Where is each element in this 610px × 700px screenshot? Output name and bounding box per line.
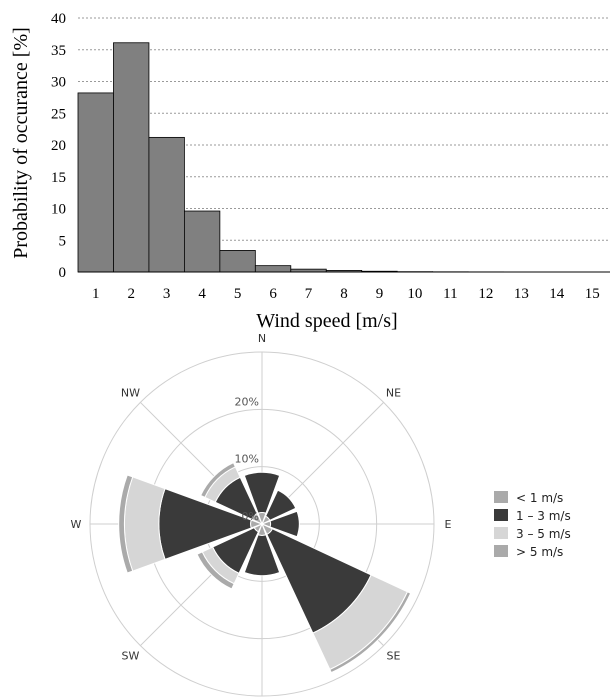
y-axis-label: Probability of occurance [%] (10, 27, 32, 259)
y-tick-label: 30 (51, 75, 66, 91)
y-tick-label: 20 (51, 138, 66, 154)
legend-swatch (494, 527, 508, 539)
radial-tick-labels: 0% 10% 20% (235, 395, 259, 523)
bar (254, 265, 292, 273)
wedge-n (243, 471, 281, 514)
direction-label-se: SE (387, 650, 401, 663)
x-tick-label: 13 (514, 286, 529, 302)
x-axis-label: Wind speed [m/s] (256, 310, 397, 332)
bar (183, 210, 221, 273)
bar (148, 136, 185, 273)
legend-swatch (494, 491, 508, 503)
wedge-sw (196, 551, 235, 590)
radial-tick-label: 10% (235, 453, 259, 466)
wind-rose: 0%10%20% NNEESESSWWNW < 1 m/s1 – 3 m/s3 … (71, 332, 571, 697)
direction-label-n: N (258, 332, 266, 345)
wedge-ne (264, 489, 297, 522)
rose-wedges (118, 462, 412, 674)
direction-label-e: E (445, 518, 452, 531)
x-tick-label: 9 (376, 286, 384, 302)
x-tick-label: 8 (340, 286, 348, 302)
x-tick-label: 6 (269, 286, 277, 302)
direction-labels: NNEESESSWWNW (71, 332, 452, 663)
y-tick-label: 35 (51, 43, 66, 59)
legend-label: 3 – 5 m/s (516, 527, 571, 541)
direction-label-nw: NW (121, 386, 140, 399)
y-tick-label: 10 (51, 202, 66, 218)
wedge-s (243, 534, 281, 577)
y-tick-label: 5 (59, 233, 67, 249)
x-tick-label: 12 (478, 286, 493, 302)
x-tick-labels: 1 2 3 4 5 6 7 8 9 10 11 12 13 14 15 (92, 286, 600, 302)
x-tick-label: 7 (305, 286, 313, 302)
radial-tick-label: 0% (242, 510, 259, 523)
wedge-nw (200, 462, 237, 499)
bar (113, 42, 150, 273)
y-tick-label: 40 (51, 11, 66, 27)
y-tick-label: 0 (59, 265, 67, 281)
bar (219, 250, 256, 273)
x-tick-label: 15 (585, 286, 600, 302)
y-tick-label: 15 (51, 170, 66, 186)
y-tick-label: 25 (51, 106, 66, 122)
wedge-se (329, 591, 412, 674)
legend: < 1 m/s 1 – 3 m/s 3 – 5 m/s > 5 m/s (494, 491, 571, 559)
y-tick-labels: 0 5 10 15 20 25 30 35 40 (51, 11, 66, 281)
direction-label-ne: NE (386, 386, 401, 399)
bars (77, 42, 575, 273)
wedge-e (269, 510, 300, 538)
wedge-w (123, 476, 166, 572)
legend-swatch (494, 545, 508, 557)
x-tick-label: 11 (443, 286, 457, 302)
x-tick-label: 2 (127, 286, 135, 302)
x-tick-label: 14 (549, 286, 565, 302)
x-tick-label: 10 (407, 286, 422, 302)
wedge-w (118, 474, 134, 574)
x-tick-label: 5 (234, 286, 242, 302)
direction-label-sw: SW (122, 650, 140, 663)
x-tick-label: 3 (163, 286, 171, 302)
legend-label: > 5 m/s (516, 545, 563, 559)
direction-label-w: W (71, 518, 82, 531)
bar (77, 92, 114, 273)
x-tick-label: 4 (198, 286, 206, 302)
x-tick-label: 1 (92, 286, 100, 302)
legend-label: < 1 m/s (516, 491, 563, 505)
legend-swatch (494, 509, 508, 521)
radial-tick-label: 20% (235, 395, 259, 408)
legend-label: 1 – 3 m/s (516, 509, 571, 523)
